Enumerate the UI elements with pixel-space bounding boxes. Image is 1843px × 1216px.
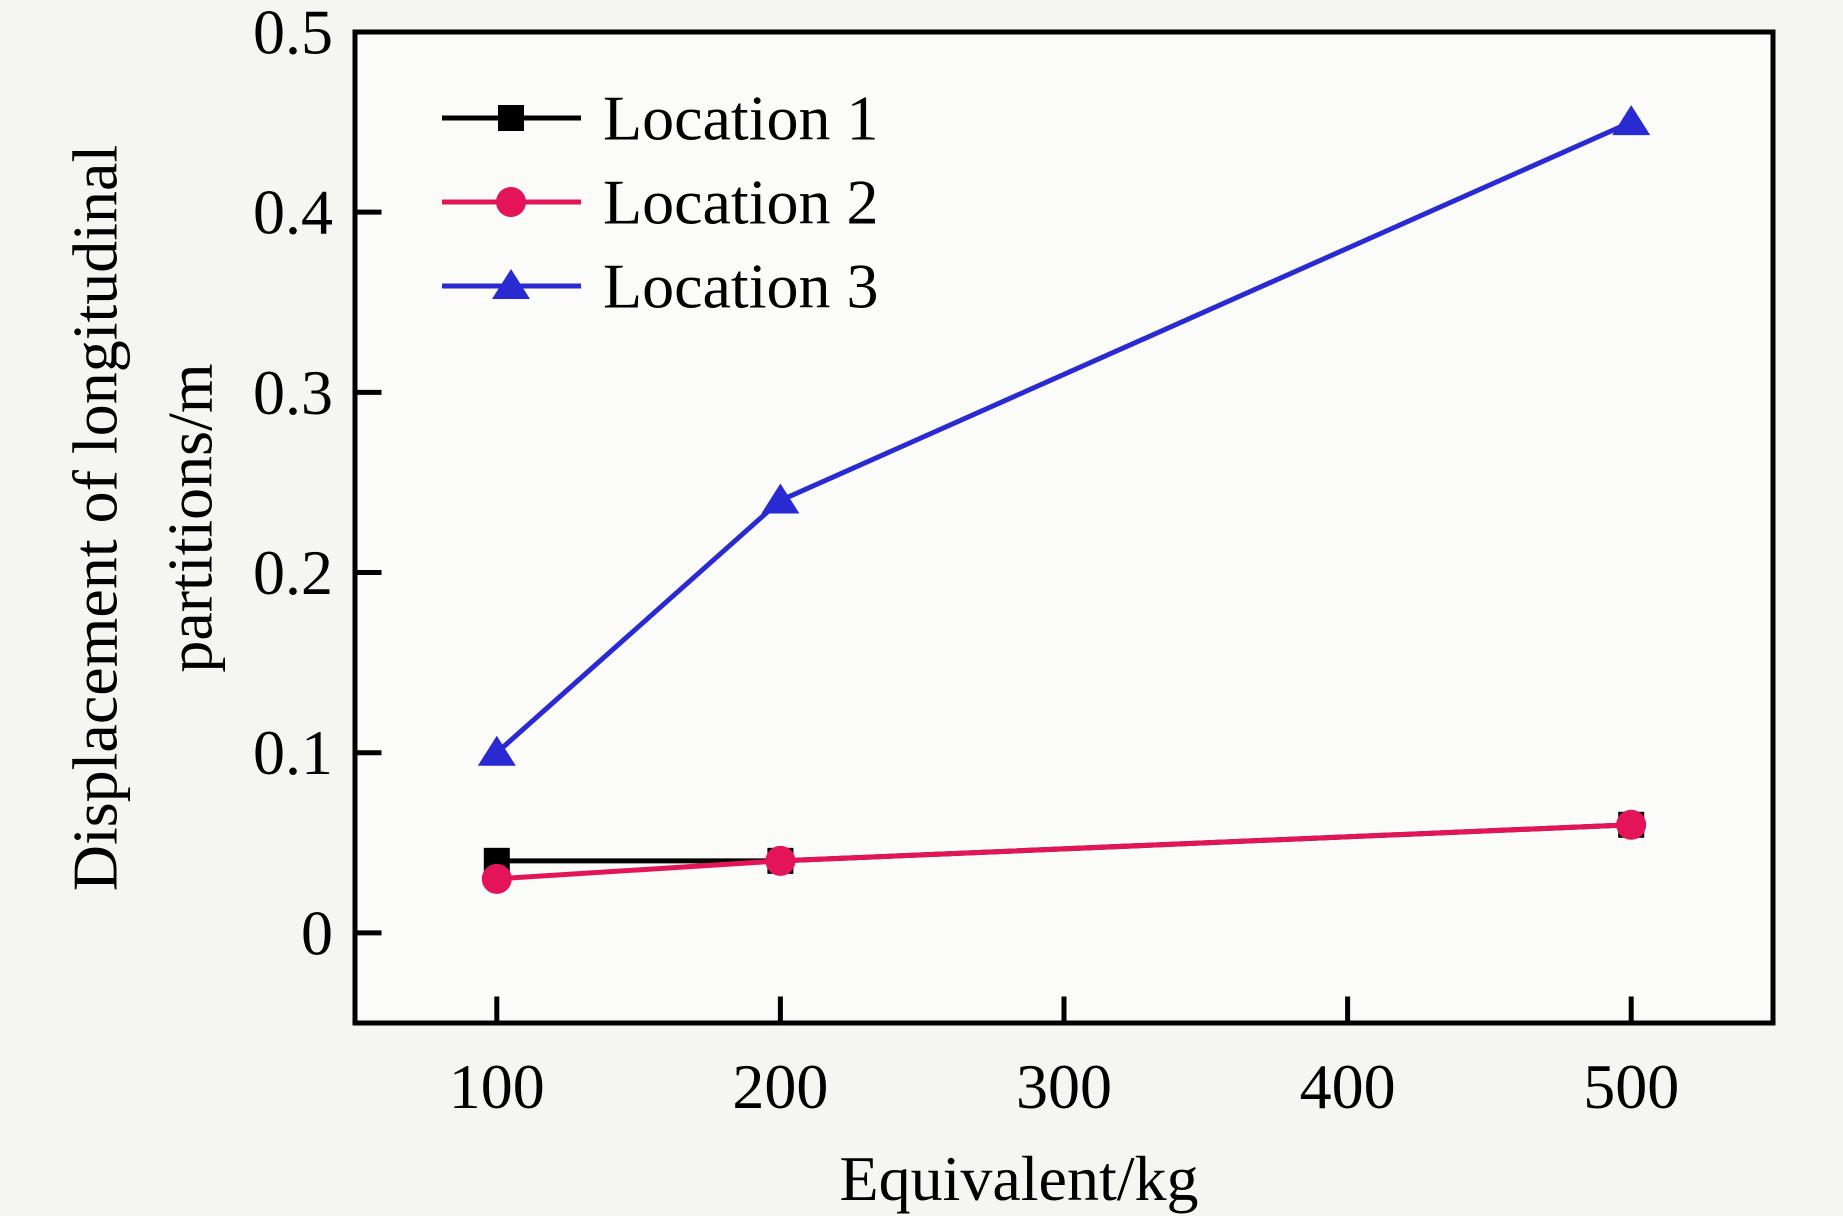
marker-location-3 bbox=[761, 483, 800, 514]
legend-marker-location-2 bbox=[496, 187, 526, 217]
legend-label-location-3: Location 3 bbox=[603, 251, 878, 322]
y-axis-title-line-2: partitions/m bbox=[155, 363, 226, 672]
x-tick-label: 500 bbox=[1583, 1051, 1679, 1122]
x-tick-label: 200 bbox=[732, 1051, 828, 1122]
x-tick-label: 400 bbox=[1300, 1051, 1396, 1122]
x-tick-label: 300 bbox=[1016, 1051, 1112, 1122]
y-tick-label: 0.1 bbox=[253, 717, 333, 788]
marker-location-2 bbox=[481, 863, 512, 894]
y-tick-label: 0.3 bbox=[253, 357, 333, 428]
y-tick-label: 0.2 bbox=[253, 537, 333, 608]
legend-label-location-1: Location 1 bbox=[603, 83, 878, 154]
legend-label-location-2: Location 2 bbox=[603, 167, 878, 238]
marker-location-3 bbox=[1612, 105, 1651, 136]
x-tick-label: 100 bbox=[449, 1051, 545, 1122]
marker-location-2 bbox=[1616, 809, 1647, 840]
x-axis-title: Equivalent/kg bbox=[839, 1143, 1198, 1214]
plot-area bbox=[352, 29, 1776, 1026]
y-tick-label: 0 bbox=[301, 897, 333, 968]
marker-location-3 bbox=[477, 735, 516, 766]
y-axis-title-line-1: Displacement of longitudinal bbox=[60, 145, 131, 892]
legend-marker-location-1 bbox=[498, 105, 524, 131]
y-tick-label: 0.4 bbox=[253, 177, 333, 248]
legend-marker-location-3 bbox=[492, 269, 530, 299]
marker-location-2 bbox=[765, 845, 796, 876]
y-tick-label: 0.5 bbox=[253, 0, 333, 68]
